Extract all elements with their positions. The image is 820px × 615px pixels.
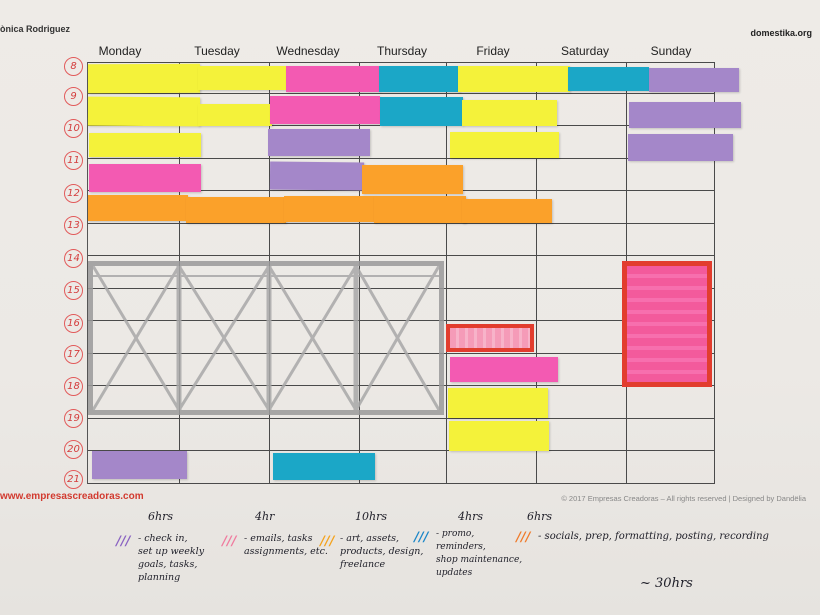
sticky-note-yellow	[450, 132, 559, 158]
sticky-note-pink	[89, 164, 201, 192]
sticky-note-yellow	[89, 133, 201, 157]
sticky-note-violet	[628, 134, 733, 161]
sticky-note-yellow	[87, 96, 201, 127]
sticky-note-yellow	[198, 66, 286, 90]
legend-total: ~ 30hrs	[640, 576, 693, 591]
legend-item-4: - promo, reminders, shop maintenance, upd…	[436, 529, 523, 578]
hour-label: 20	[64, 440, 83, 459]
day-header-saturday: Saturday	[560, 44, 610, 58]
header-name: ònica Rodriguez	[0, 24, 71, 34]
hour-label: 21	[64, 470, 83, 489]
header-website: domestika.org	[750, 28, 812, 38]
hour-label: 19	[64, 409, 83, 428]
sticky-note-violet	[92, 451, 187, 479]
sticky-note-orange	[462, 199, 552, 223]
highlighted-block-red	[446, 324, 534, 352]
sticky-note-pink	[270, 96, 380, 124]
hour-label: 11	[64, 151, 83, 170]
hour-label: 10	[64, 119, 83, 138]
sticky-note-blue	[379, 66, 460, 92]
cross-marks	[93, 266, 439, 410]
sticky-note-blue	[273, 453, 375, 480]
sticky-note-orange	[186, 197, 286, 223]
day-header-sunday: Sunday	[650, 44, 692, 58]
footer-website: www.empresascreadoras.com	[0, 491, 144, 502]
legend-item-1: - check in, set up weekly goals, tasks, pl…	[138, 533, 205, 583]
hour-label: 9	[64, 87, 83, 106]
hour-label: 17	[64, 345, 83, 364]
highlighted-block-red	[622, 261, 712, 387]
sticky-note-violet	[629, 102, 741, 128]
legend-hours-3: 10hrs	[355, 510, 387, 523]
legend-hours-4: 4hrs	[458, 510, 483, 523]
sticky-note-pink	[286, 66, 380, 92]
day-header-monday: Monday	[98, 44, 142, 58]
sticky-note-violet	[269, 161, 365, 191]
day-header-friday: Friday	[476, 44, 510, 58]
footer-copyright: © 2017 Empresas Creadoras – All rights r…	[561, 494, 806, 503]
hour-label: 18	[64, 377, 83, 396]
legend-item-2: - emails, tasks assignments, etc.	[244, 533, 328, 557]
legend-item-3: - art, assets, products, design, freelanc…	[340, 533, 424, 570]
day-header-tuesday: Tuesday	[194, 44, 240, 58]
legend-hours-2: 4hr	[255, 510, 275, 523]
sticky-note-orange	[284, 196, 376, 222]
legend-swatch-violet: ///	[116, 534, 131, 549]
hour-label: 8	[64, 57, 83, 76]
hour-label: 15	[64, 281, 83, 300]
legend-hours-5: 6hrs	[527, 510, 552, 523]
hour-label: 12	[64, 184, 83, 203]
legend-swatch-orange: ///	[320, 534, 335, 549]
legend-item-5: - socials, prep, formatting, posting, re…	[538, 531, 769, 542]
day-header-wednesday: Wednesday	[276, 44, 340, 58]
sticky-note-yellow	[87, 63, 201, 94]
sticky-note-yellow	[448, 388, 548, 418]
sticky-note-pink	[450, 357, 558, 382]
hour-label: 16	[64, 314, 83, 333]
day-header-thursday: Thursday	[376, 44, 428, 58]
sticky-note-yellow	[458, 66, 570, 92]
sticky-note-violet	[268, 129, 370, 156]
sticky-note-violet	[649, 68, 739, 92]
sticky-note-yellow	[462, 100, 557, 126]
legend-hours-1: 6hrs	[148, 510, 173, 523]
legend-swatch-orange-red: ///	[516, 530, 531, 545]
sticky-note-orange	[362, 165, 463, 194]
hour-label: 14	[64, 249, 83, 268]
sticky-note-yellow	[198, 104, 272, 126]
hour-label: 13	[64, 216, 83, 235]
crossed-out-block	[88, 261, 444, 415]
sticky-note-blue	[568, 67, 649, 91]
sticky-note-blue	[380, 97, 463, 126]
legend-swatch-blue: ///	[414, 530, 429, 545]
sticky-note-yellow	[449, 421, 549, 451]
legend-swatch-pink: ///	[222, 534, 237, 549]
sticky-note-orange	[88, 195, 188, 221]
sticky-note-orange	[374, 196, 466, 223]
